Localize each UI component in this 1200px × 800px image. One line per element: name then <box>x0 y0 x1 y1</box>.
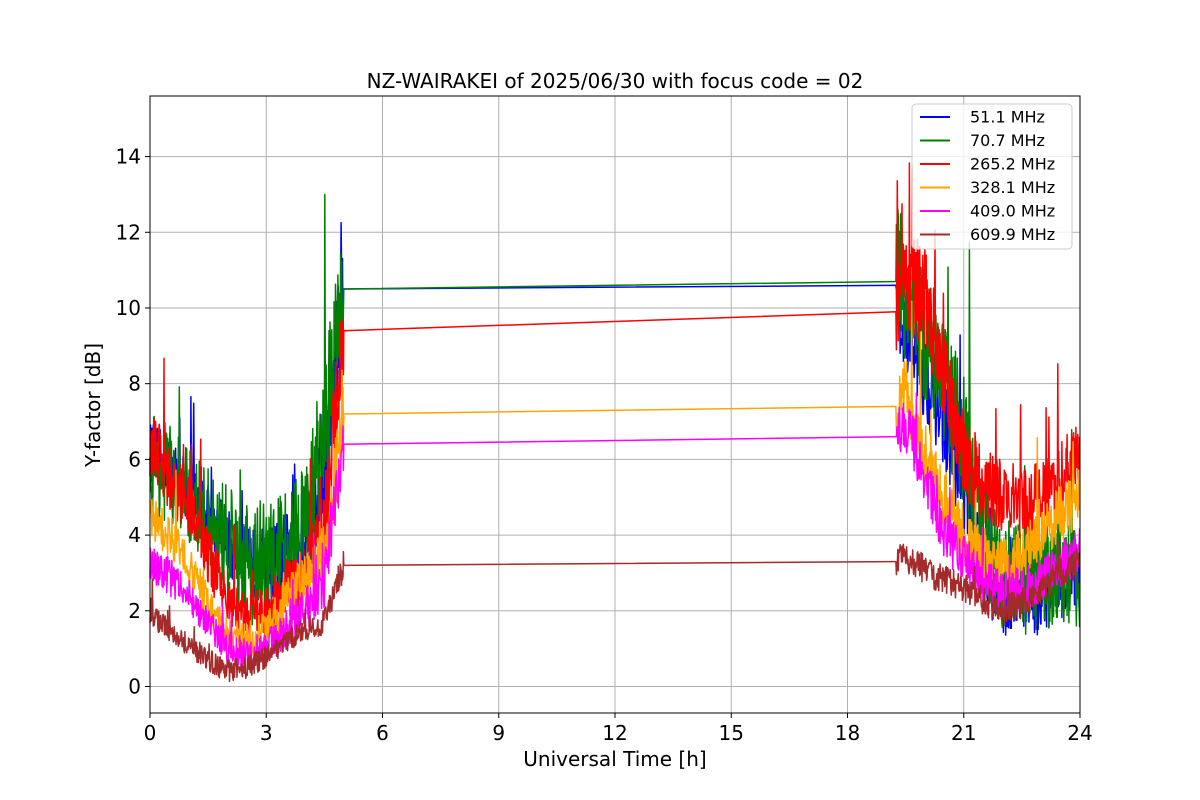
chart-title: NZ-WAIRAKEI of 2025/06/30 with focus cod… <box>367 69 864 93</box>
x-tick-label: 15 <box>719 721 744 745</box>
legend-label: 328.1 MHz <box>970 178 1055 197</box>
x-tick-label: 9 <box>492 721 505 745</box>
x-tick-label: 18 <box>835 721 860 745</box>
legend-label: 70.7 MHz <box>970 131 1045 150</box>
y-tick-label: 6 <box>128 447 141 471</box>
y-tick-label: 10 <box>116 296 141 320</box>
x-tick-label: 6 <box>376 721 389 745</box>
y-tick-label: 14 <box>116 145 141 169</box>
legend: 51.1 MHz 70.7 MHz 265.2 MHz 328.1 MHz 409.0… <box>911 103 1073 250</box>
y-tick-label: 2 <box>128 599 141 623</box>
x-tick-label: 12 <box>602 721 627 745</box>
y-tick-label: 8 <box>128 372 141 396</box>
x-tick-label: 21 <box>951 721 976 745</box>
legend-label: 51.1 MHz <box>970 108 1045 127</box>
x-tick-label: 3 <box>260 721 273 745</box>
y-tick-label: 4 <box>128 523 141 547</box>
legend-label: 409.0 MHz <box>970 202 1055 221</box>
series-line <box>149 539 1081 683</box>
series-line <box>149 392 1081 668</box>
x-tick-label: 24 <box>1067 721 1092 745</box>
legend-label: 265.2 MHz <box>970 155 1055 174</box>
series-group <box>149 162 1081 683</box>
x-axis-label: Universal Time [h] <box>523 747 706 771</box>
series-line <box>149 162 1081 639</box>
y-tick-label: 0 <box>128 675 141 699</box>
y-tick-label: 12 <box>116 220 141 244</box>
y-axis-label: Y-factor [dB] <box>81 343 105 468</box>
legend-box <box>911 103 1073 250</box>
legend-label: 609.9 MHz <box>970 225 1055 244</box>
x-tick-label: 0 <box>144 721 157 745</box>
